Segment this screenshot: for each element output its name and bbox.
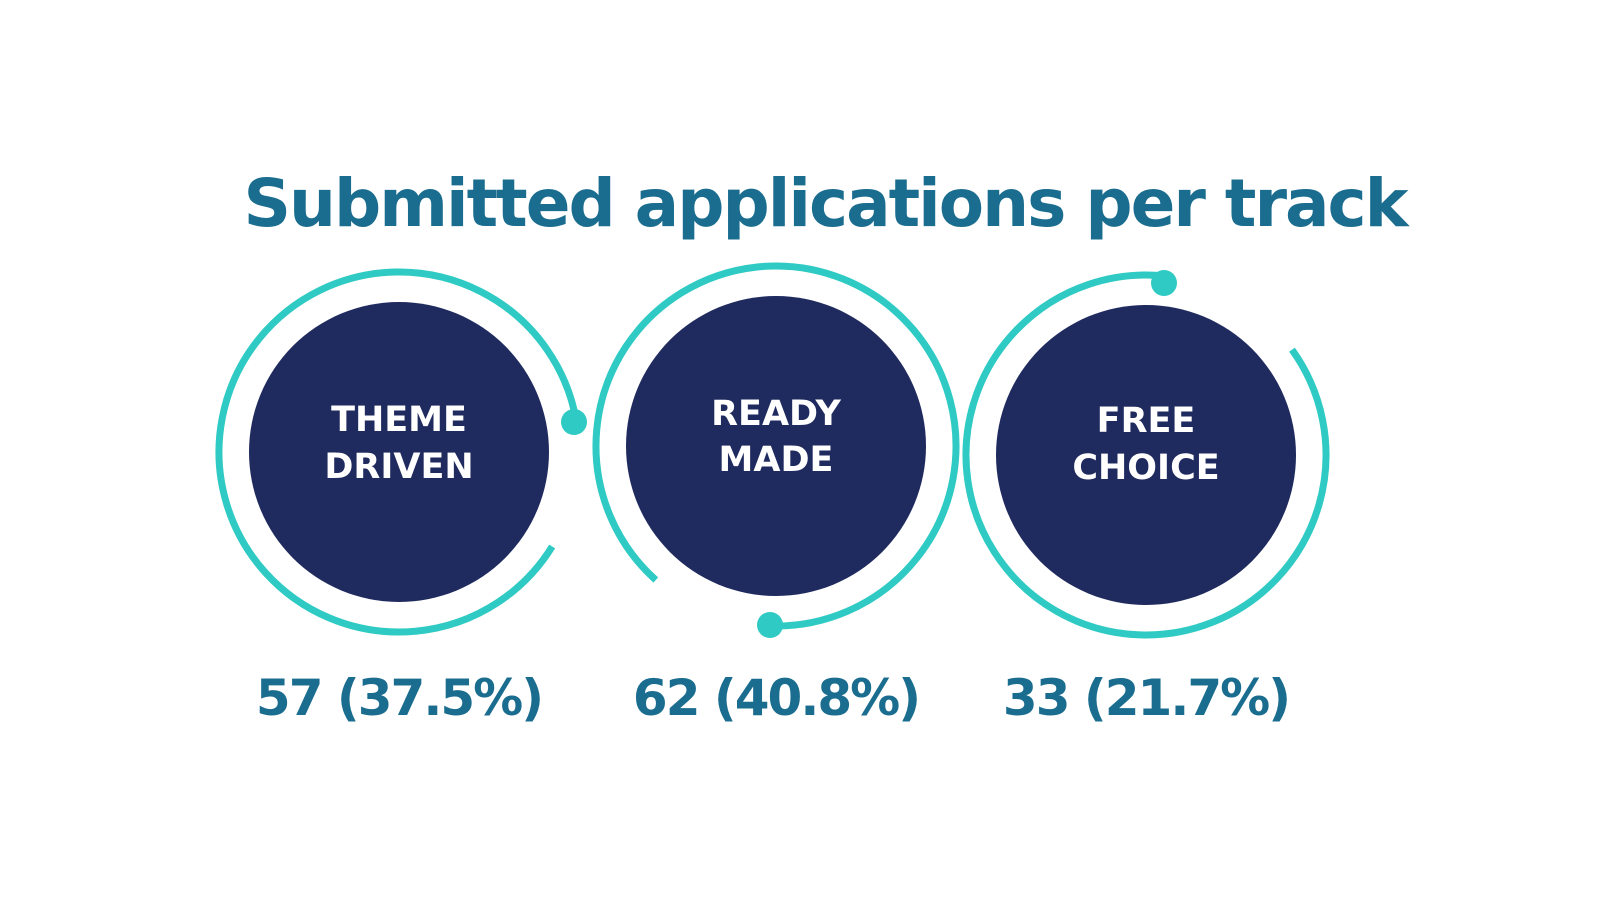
ring-dot (561, 409, 587, 435)
track-label: DRIVEN (324, 447, 473, 487)
track-groups: THEME DRIVEN 57 (37.5%) READY MADE 62 (40.8%)… (215, 262, 1330, 727)
track-group: READY MADE 62 (40.8%) (592, 262, 960, 727)
track-label: READY (711, 394, 841, 434)
track-value-label: 33 (21.7%) (1003, 669, 1289, 727)
track-label: THEME (331, 400, 467, 440)
track-label: FREE (1097, 401, 1196, 441)
track-disc (626, 296, 926, 596)
chart-title: Submitted applications per track (243, 165, 1410, 242)
track-group: FREE CHOICE 33 (21.7%) (962, 270, 1330, 727)
progress-ring (592, 262, 960, 630)
track-disc (996, 305, 1296, 605)
track-value-label: 57 (37.5%) (256, 669, 542, 727)
track-label: CHOICE (1072, 448, 1219, 488)
track-value-label: 62 (40.8%) (633, 669, 919, 727)
track-label: MADE (719, 440, 834, 480)
track-group: THEME DRIVEN 57 (37.5%) (215, 268, 587, 727)
ring-dot (1151, 270, 1177, 296)
progress-ring (962, 271, 1330, 639)
ring-dot (757, 612, 783, 638)
track-disc (249, 302, 549, 602)
progress-ring (215, 268, 580, 636)
